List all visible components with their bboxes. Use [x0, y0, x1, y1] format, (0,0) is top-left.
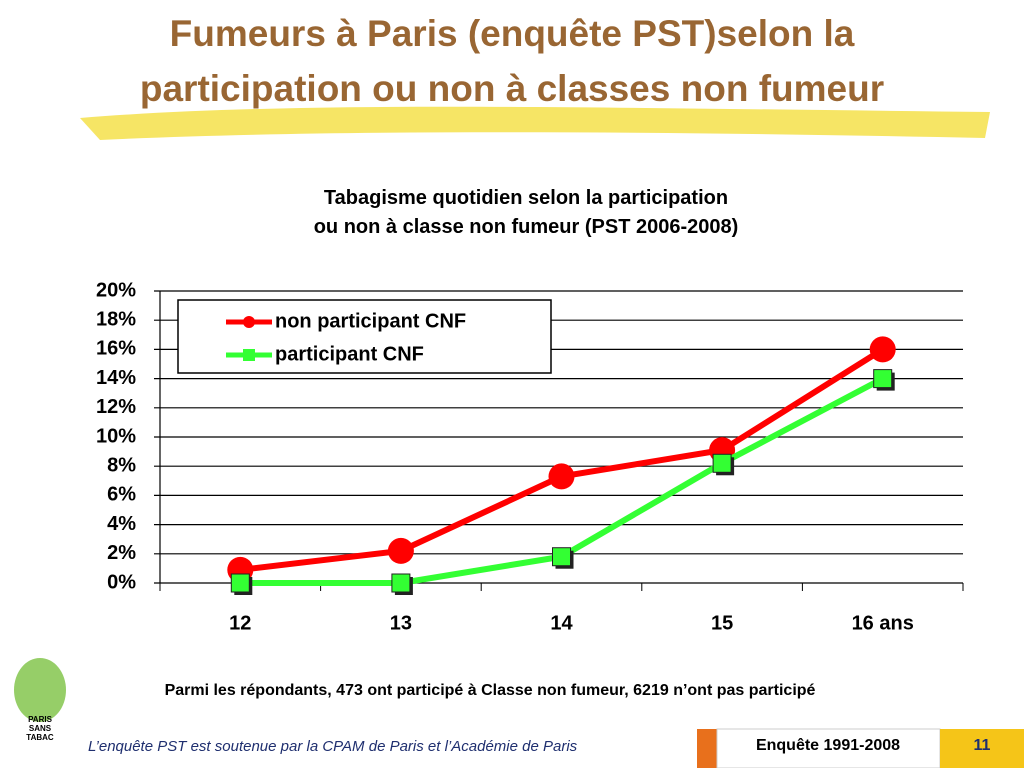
x-tick-label: 13 [390, 612, 412, 634]
brush-underline [80, 106, 990, 140]
footer-survey-box [716, 728, 941, 768]
point [712, 453, 732, 473]
footer-accent [697, 729, 717, 768]
y-tick-label: 10% [96, 425, 136, 447]
y-tick-label: 20% [96, 279, 136, 301]
logo-text: PARIS [28, 715, 53, 724]
y-tick-label: 18% [96, 308, 136, 330]
footer-survey: Enquête 1991-2008 [756, 737, 900, 754]
legend-label: participant CNF [275, 343, 424, 365]
note: Parmi les répondants, 473 ont participé … [165, 682, 816, 699]
slide-title-line: Fumeurs à Paris (enquête PST)selon la par… [140, 13, 884, 109]
y-tick-label: 4% [107, 513, 136, 535]
footer-page-box [940, 729, 1024, 768]
y-tick-label: 8% [107, 454, 136, 476]
y-tick-label: 14% [96, 367, 136, 389]
chart-title: Tabagisme quotidien selon la participati… [314, 187, 739, 238]
y-tick-label: 12% [96, 396, 136, 418]
logo-leaf [14, 658, 66, 722]
page-number: 11 [974, 737, 991, 754]
legend-box [177, 299, 552, 374]
y-tick-label: 2% [107, 542, 136, 564]
point [873, 369, 893, 389]
x-tick-label: 14 [550, 612, 573, 634]
point [230, 573, 250, 593]
point [548, 463, 575, 490]
legend-marker [243, 349, 255, 361]
point [387, 537, 414, 564]
y-tick-label: 16% [96, 338, 136, 360]
logo-text: SANS [29, 724, 52, 733]
series-line [239, 346, 885, 573]
legend-label: non participant CNF [275, 310, 466, 332]
point [391, 573, 411, 593]
x-tick-label: 16 ans [852, 612, 914, 634]
y-tick-label: 0% [107, 571, 136, 593]
y-tick-label: 6% [107, 484, 136, 506]
point [869, 336, 896, 363]
footer-credit: L’enquête PST est soutenue par la CPAM d… [88, 738, 578, 755]
x-tick-label: 12 [229, 612, 251, 634]
legend-marker [243, 316, 255, 328]
x-tick-label: 15 [711, 612, 733, 634]
point [552, 547, 571, 567]
logo-text: TABAC [26, 733, 54, 742]
